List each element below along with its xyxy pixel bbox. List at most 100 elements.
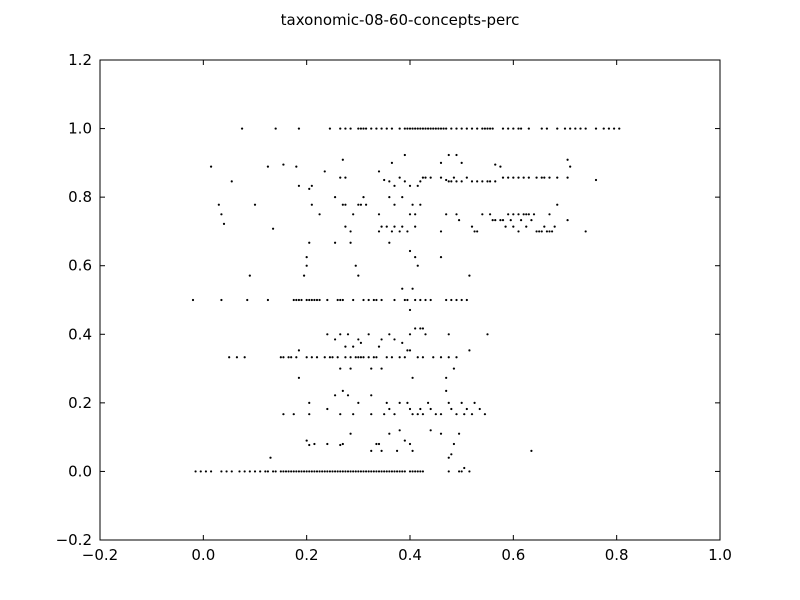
data-point [455,180,458,183]
data-point [411,376,414,379]
data-point [375,442,378,446]
data-point [522,176,525,179]
data-point [398,429,401,432]
data-point [411,127,414,130]
data-point [439,161,443,164]
x-tick-label: 0.4 [398,546,422,564]
data-point [566,219,569,222]
data-point [499,165,502,168]
data-point [380,298,383,302]
data-point [377,470,381,473]
data-points [191,127,621,473]
data-point [594,127,598,130]
data-point [504,225,507,228]
data-point [548,230,551,233]
data-point [390,127,394,130]
data-point [408,407,412,411]
data-point [357,338,360,341]
data-point [388,333,391,336]
data-point [509,219,512,222]
data-point [406,298,409,302]
data-point [556,203,559,206]
data-point [352,413,355,416]
data-point [538,230,541,233]
data-point [460,401,463,404]
data-point [457,219,461,222]
data-point [465,407,468,411]
data-point [375,127,378,130]
data-point [339,413,342,416]
data-point [507,213,510,216]
x-tick-label: −0.2 [82,546,118,564]
data-point [341,158,344,161]
data-point [548,176,551,179]
data-point [424,298,427,302]
data-point [447,153,450,157]
data-point [377,442,381,446]
data-point [297,470,301,473]
data-point [612,127,616,130]
data-point [429,407,432,411]
data-point [488,127,492,130]
data-point [372,356,375,359]
data-point [305,256,308,259]
data-point [522,213,525,216]
data-point [339,176,342,179]
data-point [279,470,282,473]
data-point [411,203,414,206]
data-point [370,367,373,370]
data-point [414,127,417,130]
data-point [574,127,577,130]
data-point [512,213,515,216]
data-point [398,176,401,179]
data-point [460,180,463,183]
data-point [344,470,347,473]
data-point [452,176,456,179]
data-point [266,470,270,473]
data-point [439,230,443,233]
data-point [618,127,621,130]
data-point [344,345,347,348]
data-point [465,298,468,302]
data-point [352,345,355,348]
data-point [414,225,417,228]
data-point [476,180,479,183]
data-point [308,187,311,191]
data-point [416,264,419,267]
data-point [297,127,301,130]
data-point [408,442,412,446]
data-point [282,470,285,473]
data-point [326,333,329,336]
data-point [429,429,432,432]
data-point [429,176,432,179]
data-point [333,394,337,397]
data-point [545,230,549,233]
data-point [302,470,306,473]
data-point [491,219,494,222]
data-point [204,470,208,473]
data-point [468,349,471,352]
data-point [403,298,406,302]
data-point [339,127,342,130]
data-point [297,298,301,302]
data-point [362,470,365,473]
data-point [313,470,316,473]
data-point [359,356,363,359]
data-point [352,298,355,302]
data-point [548,213,551,216]
data-point [310,470,313,473]
data-point [230,470,233,473]
data-point [398,470,401,473]
data-point [243,356,246,359]
data-point [305,439,308,442]
data-point [602,127,605,130]
data-point [326,407,329,411]
data-point [398,127,401,130]
data-point [377,345,381,348]
data-point [432,127,435,130]
data-point [331,470,334,473]
data-point [512,176,515,179]
data-point [228,356,231,359]
data-point [248,274,251,277]
data-point [220,470,223,473]
